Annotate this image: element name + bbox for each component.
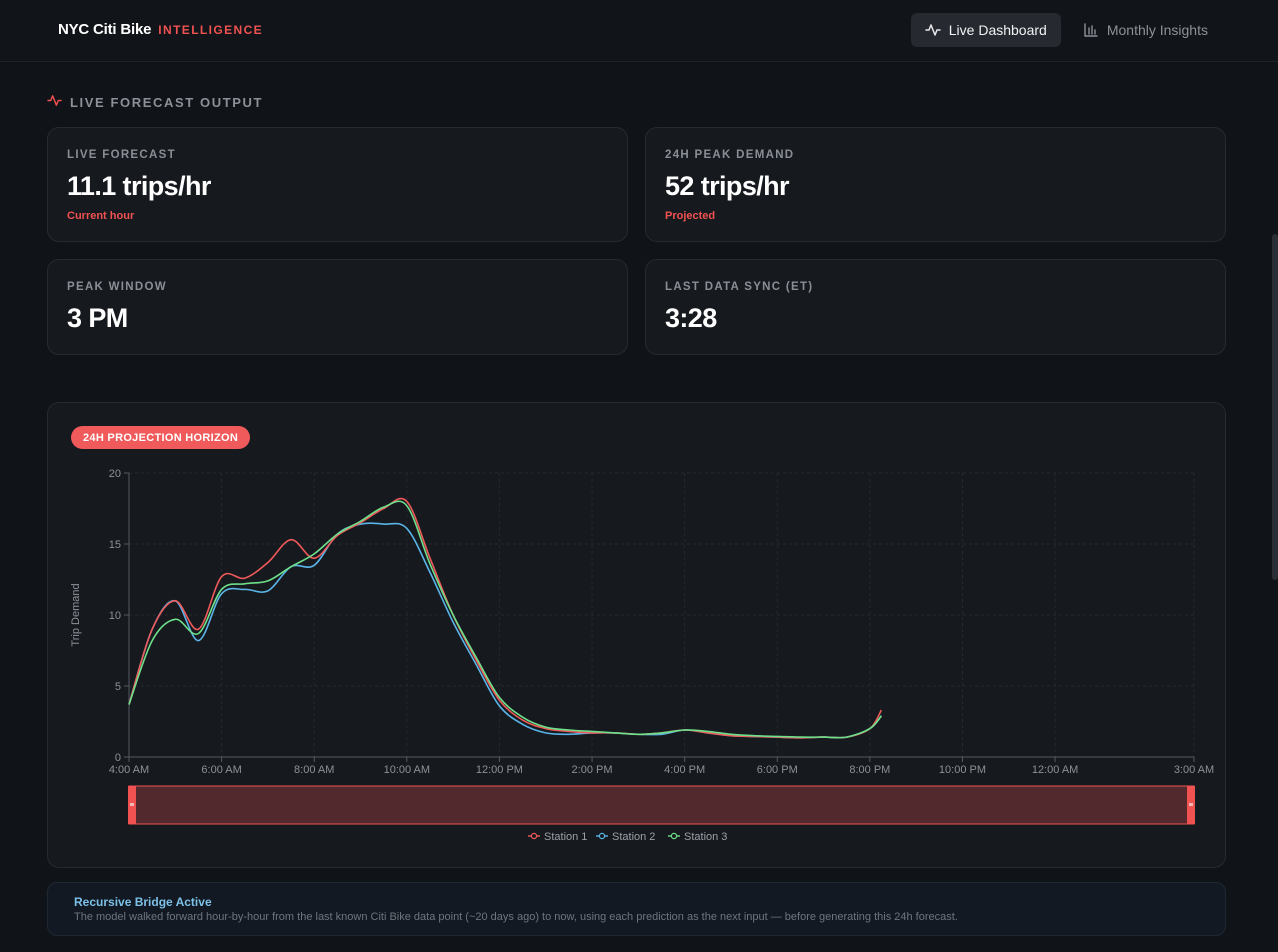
page-scrollbar[interactable]	[1272, 234, 1278, 580]
brand-subtitle: INTELLIGENCE	[158, 23, 264, 37]
x-tick-label: 6:00 AM	[201, 764, 241, 776]
section-title: LIVE FORECAST OUTPUT	[70, 94, 264, 110]
x-tick-label: 12:00 AM	[1032, 764, 1078, 776]
x-tick-label: 10:00 PM	[939, 764, 986, 776]
y-tick-label: 20	[109, 468, 121, 480]
kpi-card-peak-demand: 24H PEAK DEMAND 52 trips/hr Projected	[645, 127, 1226, 242]
zoom-grip-right	[1189, 803, 1193, 806]
bridge-note: Recursive Bridge Active The model walked…	[47, 882, 1226, 936]
projection-badge: 24H PROJECTION HORIZON	[71, 426, 251, 449]
nav-monthly-insights-label: Monthly Insights	[1106, 22, 1208, 38]
y-tick-label: 5	[115, 681, 121, 693]
brand-name: NYC Citi Bike	[58, 21, 152, 38]
kpi-label: LIVE FORECAST	[67, 149, 176, 161]
x-tick-label: 8:00 PM	[849, 764, 890, 776]
section-heading: LIVE FORECAST OUTPUT	[47, 93, 263, 111]
legend-label: Station 3	[684, 831, 727, 843]
x-tick-label: 8:00 AM	[294, 764, 334, 776]
x-tick-label: 3:00 AM	[1174, 764, 1214, 776]
kpi-label: 24H PEAK DEMAND	[665, 149, 795, 161]
y-tick-label: 15	[109, 539, 121, 551]
nav-live-dashboard[interactable]: Live Dashboard	[910, 13, 1061, 47]
kpi-card-last-sync: LAST DATA SYNC (ET) 3:28	[645, 259, 1226, 355]
note-title: Recursive Bridge Active	[74, 895, 212, 909]
main-nav: Live Dashboard Monthly Insights	[910, 13, 1222, 47]
kpi-label: LAST DATA SYNC (ET)	[665, 281, 814, 293]
kpi-value: 3 PM	[67, 303, 128, 333]
bar-chart-icon	[1083, 22, 1099, 38]
chart-card: 24H PROJECTION HORIZON 0 5 10 15 20 4:00 AM 6:…	[47, 402, 1226, 868]
brand[interactable]: NYC Citi Bike INTELLIGENCE	[58, 21, 263, 38]
nav-monthly-insights[interactable]: Monthly Insights	[1069, 13, 1222, 47]
y-axis-label: Trip Demand	[70, 583, 82, 646]
zoom-grip-left	[130, 803, 134, 806]
kpi-sub: Projected	[665, 210, 716, 222]
legend-label: Station 1	[544, 831, 587, 843]
x-tick-label: 2:00 PM	[572, 764, 613, 776]
kpi-sub: Current hour	[67, 210, 135, 222]
kpi-card-peak-window: PEAK WINDOW 3 PM	[47, 259, 628, 355]
kpi-card-live-forecast: LIVE FORECAST 11.1 trips/hr Current hour	[47, 127, 628, 242]
top-bar: NYC Citi Bike INTELLIGENCE Live Dashboar…	[0, 0, 1278, 62]
legend-marker	[530, 832, 538, 840]
x-tick-label: 4:00 AM	[109, 764, 149, 776]
series-line-station-3	[128, 500, 883, 739]
nav-live-dashboard-label: Live Dashboard	[948, 22, 1047, 38]
y-tick-label: 10	[109, 610, 121, 622]
activity-icon	[47, 93, 62, 111]
zoom-range	[128, 785, 1195, 825]
legend-marker	[670, 832, 678, 840]
x-tick-label: 12:00 PM	[476, 764, 523, 776]
activity-icon	[925, 22, 941, 38]
x-tick-label: 10:00 AM	[384, 764, 430, 776]
kpi-value: 3:28	[665, 303, 717, 333]
y-tick-label: 0	[115, 752, 121, 764]
series-line-station-1	[128, 497, 883, 739]
legend-label: Station 2	[612, 831, 655, 843]
x-tick-label: 6:00 PM	[757, 764, 798, 776]
forecast-chart[interactable]: 0 5 10 15 20 4:00 AM 6:00 AM 8:00 AM 10:00 AM 12:…	[48, 403, 1227, 869]
kpi-label: PEAK WINDOW	[67, 281, 167, 293]
x-tick-label: 4:00 PM	[664, 764, 705, 776]
legend-marker	[598, 832, 606, 840]
kpi-value: 52 trips/hr	[665, 171, 790, 201]
kpi-value: 11.1 trips/hr	[67, 171, 211, 201]
note-body: The model walked forward hour-by-hour fr…	[74, 911, 958, 923]
